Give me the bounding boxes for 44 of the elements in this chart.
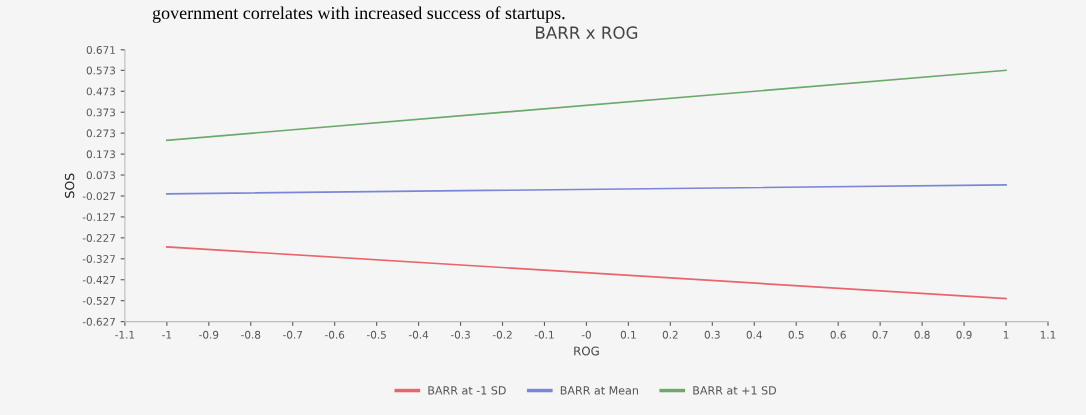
y-tick-label: -0.027 bbox=[82, 192, 115, 201]
x-tick-label: -1 bbox=[162, 330, 172, 339]
x-tick-label: 0.5 bbox=[788, 330, 804, 339]
y-tick-label: -0.127 bbox=[82, 213, 115, 222]
text: government correlates with increased success of startups. bbox=[152, 6, 565, 23]
x-axis-title: ROG bbox=[574, 346, 599, 356]
y-tick-label: 0.573 bbox=[86, 66, 116, 75]
y-tick-label: 0.173 bbox=[86, 150, 116, 159]
y-tick-label: 0.273 bbox=[86, 129, 116, 138]
x-tick-label: 1 bbox=[1003, 330, 1009, 339]
y-axis-title: SOS bbox=[64, 173, 75, 198]
y-tick-label: -0.327 bbox=[82, 255, 115, 263]
x-tick-label: -0.5 bbox=[366, 330, 386, 339]
legend-label: BARR at -1 SD bbox=[428, 386, 506, 395]
x-tick-label: 0.8 bbox=[914, 330, 930, 339]
y-tick-label: 0.671 bbox=[86, 46, 115, 54]
x-tick-label: -0.3 bbox=[450, 330, 470, 339]
x-tick-label: 0.6 bbox=[830, 330, 846, 339]
legend-label: BARR at Mean bbox=[560, 386, 638, 395]
x-tick-label: -0.7 bbox=[283, 330, 302, 339]
x-tick-label: -0.9 bbox=[199, 330, 219, 339]
y-tick-label: -0.627 bbox=[82, 317, 115, 326]
x-tick-label: -0.8 bbox=[241, 330, 261, 339]
chart-title: BARR x ROG bbox=[536, 26, 638, 39]
legend-label: BARR at +1 SD bbox=[693, 386, 777, 395]
x-tick-label: -0 bbox=[581, 330, 591, 339]
x-tick-label: -0.6 bbox=[325, 330, 345, 339]
x-tick-label: -0.1 bbox=[534, 330, 554, 339]
y-tick-label: 0.373 bbox=[86, 108, 116, 117]
y-tick-label: -0.227 bbox=[82, 234, 115, 242]
x-tick-label: -1.1 bbox=[115, 330, 135, 339]
x-tick-label: -0.2 bbox=[492, 330, 512, 339]
y-tick-label: 0.073 bbox=[86, 171, 116, 180]
x-tick-label: 0.2 bbox=[662, 330, 678, 339]
x-tick-label: 0.7 bbox=[872, 330, 888, 339]
x-tick-label: 0.9 bbox=[956, 330, 972, 339]
y-tick-label: -0.427 bbox=[82, 275, 115, 284]
y-tick-label: 0.473 bbox=[86, 87, 116, 96]
x-tick-label: -0.4 bbox=[408, 330, 429, 339]
x-tick-label: 0.1 bbox=[620, 330, 636, 339]
y-tick-label: -0.527 bbox=[82, 296, 115, 305]
x-tick-label: 0.3 bbox=[704, 330, 720, 339]
x-tick-label: 1.1 bbox=[1040, 330, 1056, 339]
x-tick-label: 0.4 bbox=[746, 330, 762, 339]
